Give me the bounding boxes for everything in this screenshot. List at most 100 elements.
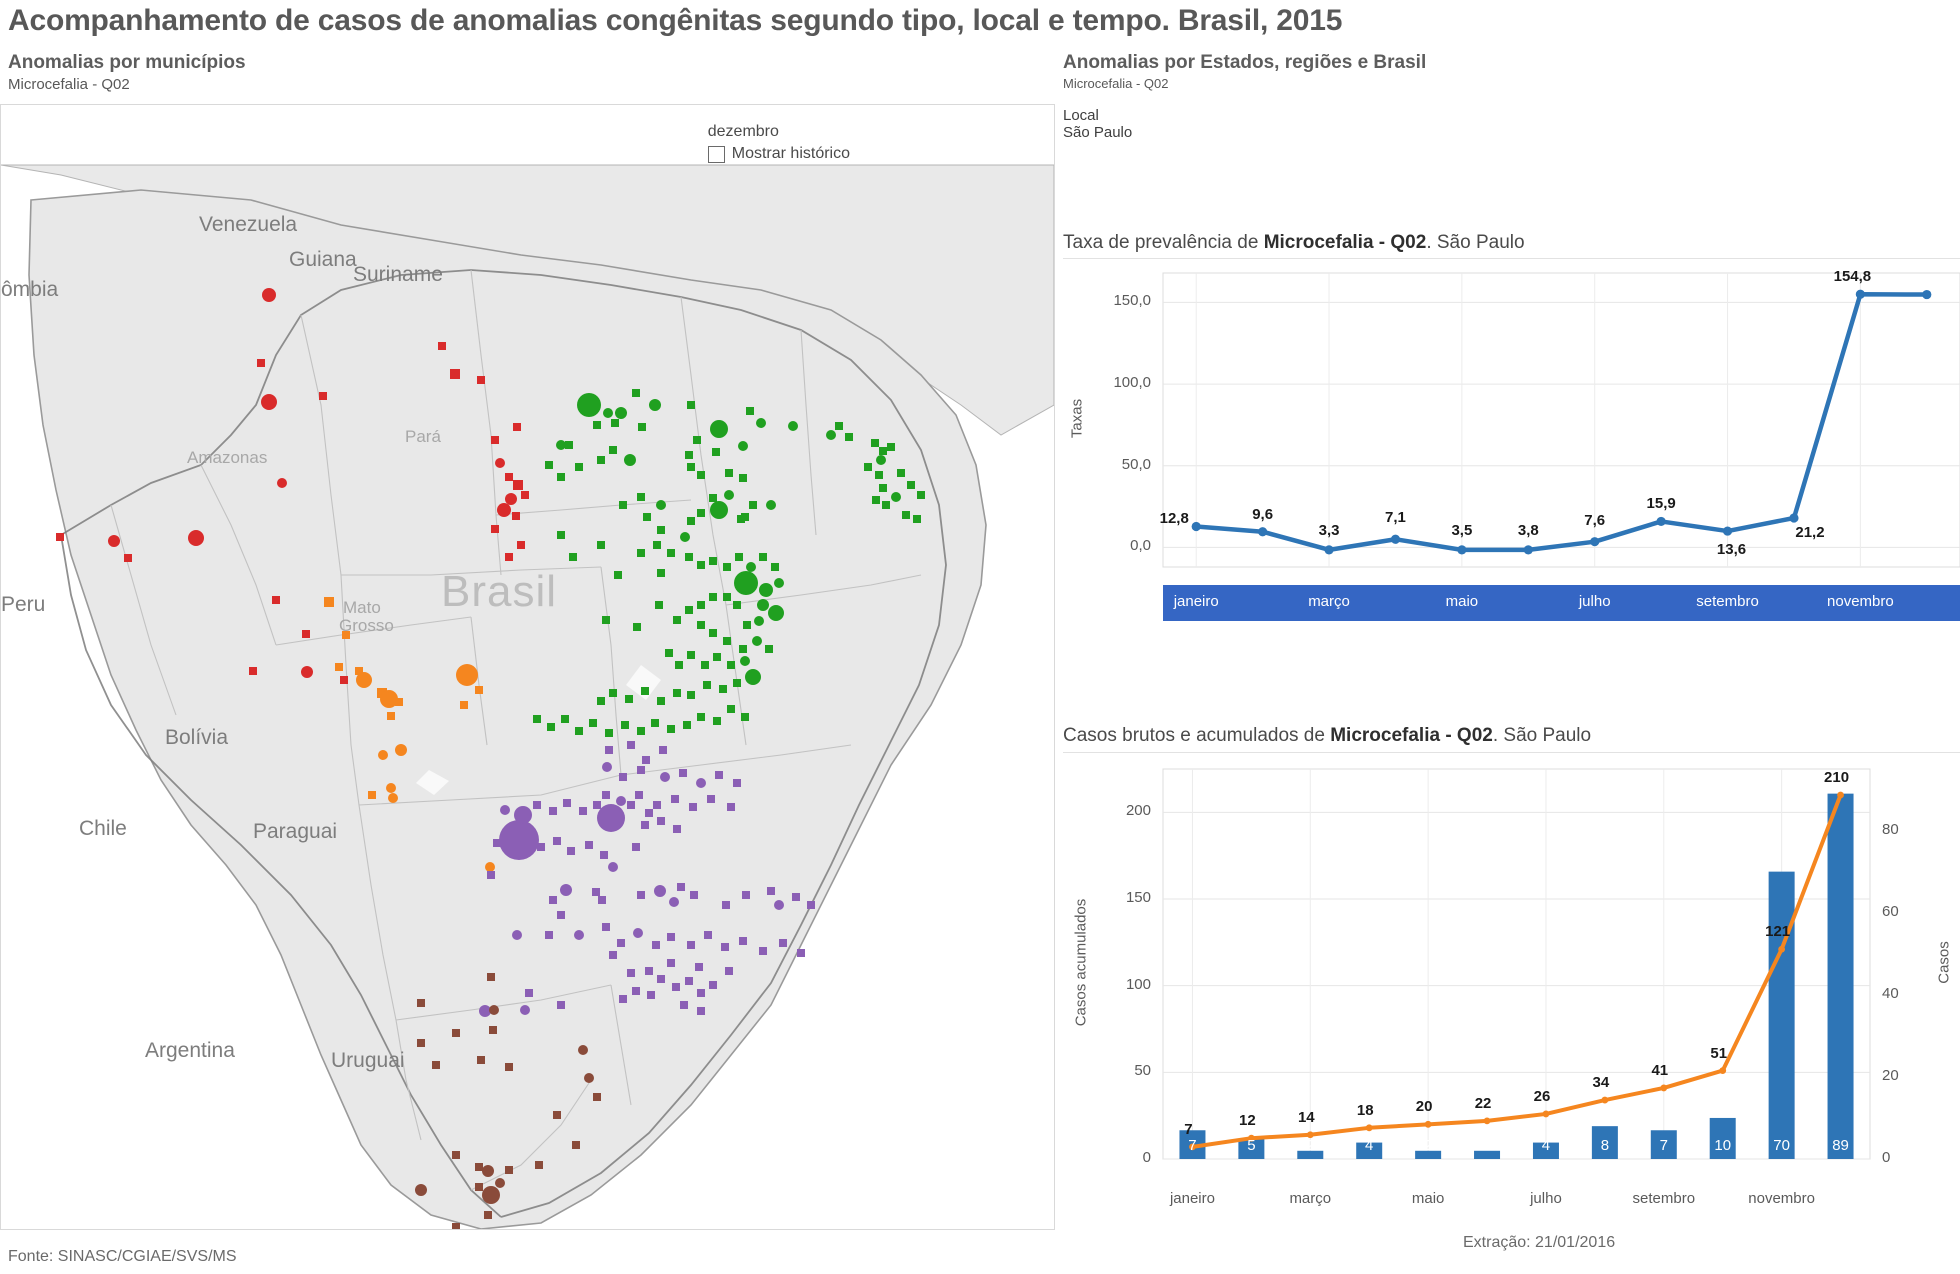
map-point-sudeste[interactable] xyxy=(645,809,653,817)
map-point-nordeste[interactable] xyxy=(703,681,711,689)
map-point-sudeste[interactable] xyxy=(659,746,667,754)
map-point-sul[interactable] xyxy=(432,1061,440,1069)
map-point-sudeste[interactable] xyxy=(641,821,649,829)
map-point-norte[interactable] xyxy=(124,554,132,562)
map-point-sudeste[interactable] xyxy=(697,989,705,997)
map-point-norte[interactable] xyxy=(302,630,310,638)
map-point-nordeste[interactable] xyxy=(759,553,767,561)
map-point-sul[interactable] xyxy=(477,1056,485,1064)
map-point-nordeste[interactable] xyxy=(724,490,734,500)
map-point-sudeste[interactable] xyxy=(654,885,666,897)
map-point-sudeste[interactable] xyxy=(685,977,693,985)
map-point-sudeste[interactable] xyxy=(602,923,610,931)
prevalence-x-axis-band[interactable]: janeiro março maio julho setembro novembro xyxy=(1163,585,1960,621)
map-point-sudeste[interactable] xyxy=(680,1001,688,1009)
map-point-norte[interactable] xyxy=(495,458,505,468)
map-point-nordeste[interactable] xyxy=(680,532,690,542)
map-point-sudeste[interactable] xyxy=(673,825,681,833)
map-point-sul[interactable] xyxy=(452,1223,460,1229)
map-point-sudeste[interactable] xyxy=(600,851,608,859)
map-point-nordeste[interactable] xyxy=(697,471,705,479)
map-point-sudeste[interactable] xyxy=(549,896,557,904)
map-point-nordeste[interactable] xyxy=(556,440,566,450)
prevalence-line-chart[interactable]: 0,0 50,0 100,0 150,0 Taxas 12,8 9,6 3,3 7,1 3,5 3,… xyxy=(1063,258,1960,581)
map-point-nordeste[interactable] xyxy=(741,713,749,721)
map-point-nordeste[interactable] xyxy=(633,623,641,631)
map-point-nordeste[interactable] xyxy=(740,656,750,666)
map-point-nordeste[interactable] xyxy=(697,601,705,609)
map-point-sul[interactable] xyxy=(584,1073,594,1083)
map-point-nordeste[interactable] xyxy=(746,562,756,572)
map-container[interactable]: dezembro Mostrar histórico Venezuela Guia… xyxy=(0,104,1055,1230)
map-point-nordeste[interactable] xyxy=(575,463,583,471)
map-point-nordeste[interactable] xyxy=(683,721,691,729)
map-point-sul[interactable] xyxy=(482,1186,500,1204)
map-point-nordeste[interactable] xyxy=(788,421,798,431)
map-point-centrooeste[interactable] xyxy=(378,750,388,760)
map-point-sul[interactable] xyxy=(475,1163,483,1171)
map-point-sudeste[interactable] xyxy=(567,847,575,855)
map-point-nordeste[interactable] xyxy=(565,441,573,449)
map-point-sudeste[interactable] xyxy=(602,762,612,772)
map-point-norte[interactable] xyxy=(56,533,64,541)
map-point-nordeste[interactable] xyxy=(655,601,663,609)
map-point-centrooeste[interactable] xyxy=(324,597,334,607)
map-point-nordeste[interactable] xyxy=(693,436,701,444)
map-point-sudeste[interactable] xyxy=(647,991,655,999)
map-point-sudeste[interactable] xyxy=(585,841,593,849)
map-point-sudeste[interactable] xyxy=(733,779,741,787)
map-point-centrooeste[interactable] xyxy=(386,783,396,793)
map-point-nordeste[interactable] xyxy=(673,616,681,624)
map-point-sudeste[interactable] xyxy=(627,741,635,749)
map-point-sudeste[interactable] xyxy=(632,987,640,995)
map-point-sudeste[interactable] xyxy=(617,939,625,947)
map-point-nordeste[interactable] xyxy=(710,501,728,519)
map-point-nordeste[interactable] xyxy=(743,621,751,629)
map-point-nordeste[interactable] xyxy=(657,569,665,577)
map-point-nordeste[interactable] xyxy=(907,481,915,489)
map-point-sudeste[interactable] xyxy=(697,1007,705,1015)
map-point-nordeste[interactable] xyxy=(637,549,645,557)
map-point-sudeste[interactable] xyxy=(633,928,643,938)
cases-month-label[interactable]: setembro xyxy=(1632,1190,1696,1207)
show-history-checkbox[interactable] xyxy=(707,145,725,163)
map-point-nordeste[interactable] xyxy=(619,501,627,509)
map-point-sudeste[interactable] xyxy=(727,803,735,811)
map-point-nordeste[interactable] xyxy=(685,553,693,561)
prevalence-month-label[interactable]: setembro xyxy=(1696,593,1759,610)
map-point-sul[interactable] xyxy=(505,1166,513,1174)
map-point-sul[interactable] xyxy=(475,1183,483,1191)
map-point-nordeste[interactable] xyxy=(754,616,764,626)
map-point-sudeste[interactable] xyxy=(652,941,660,949)
map-point-sul[interactable] xyxy=(489,1005,499,1015)
map-point-nordeste[interactable] xyxy=(879,447,887,455)
map-point-nordeste[interactable] xyxy=(632,389,640,397)
map-point-nordeste[interactable] xyxy=(913,515,921,523)
cases-month-label[interactable]: janeiro xyxy=(1169,1190,1215,1207)
map-point-nordeste[interactable] xyxy=(605,729,613,737)
map-point-sudeste[interactable] xyxy=(774,900,784,910)
prevalence-month-label[interactable]: janeiro xyxy=(1173,593,1219,610)
prevalence-month-label[interactable]: maio xyxy=(1445,593,1479,610)
map-point-sudeste[interactable] xyxy=(742,891,750,899)
map-point-nordeste[interactable] xyxy=(766,500,776,510)
map-point-sudeste[interactable] xyxy=(525,989,533,997)
map-point-norte[interactable] xyxy=(513,480,523,490)
map-point-sul[interactable] xyxy=(484,1211,492,1219)
map-point-nordeste[interactable] xyxy=(697,561,705,569)
map-point-nordeste[interactable] xyxy=(614,571,622,579)
map-point-norte[interactable] xyxy=(513,423,521,431)
map-point-sudeste[interactable] xyxy=(779,939,787,947)
map-point-nordeste[interactable] xyxy=(713,717,721,725)
prevalence-month-label[interactable]: março xyxy=(1308,593,1350,610)
map-point-nordeste[interactable] xyxy=(719,685,727,693)
map-point-sul[interactable] xyxy=(535,1161,543,1169)
map-point-nordeste[interactable] xyxy=(765,645,773,653)
map-point-nordeste[interactable] xyxy=(757,599,769,611)
map-point-nordeste[interactable] xyxy=(845,433,853,441)
map-point-norte[interactable] xyxy=(517,541,525,549)
map-point-nordeste[interactable] xyxy=(891,492,901,502)
map-point-nordeste[interactable] xyxy=(589,719,597,727)
map-point-nordeste[interactable] xyxy=(733,601,741,609)
map-point-sul[interactable] xyxy=(452,1151,460,1159)
